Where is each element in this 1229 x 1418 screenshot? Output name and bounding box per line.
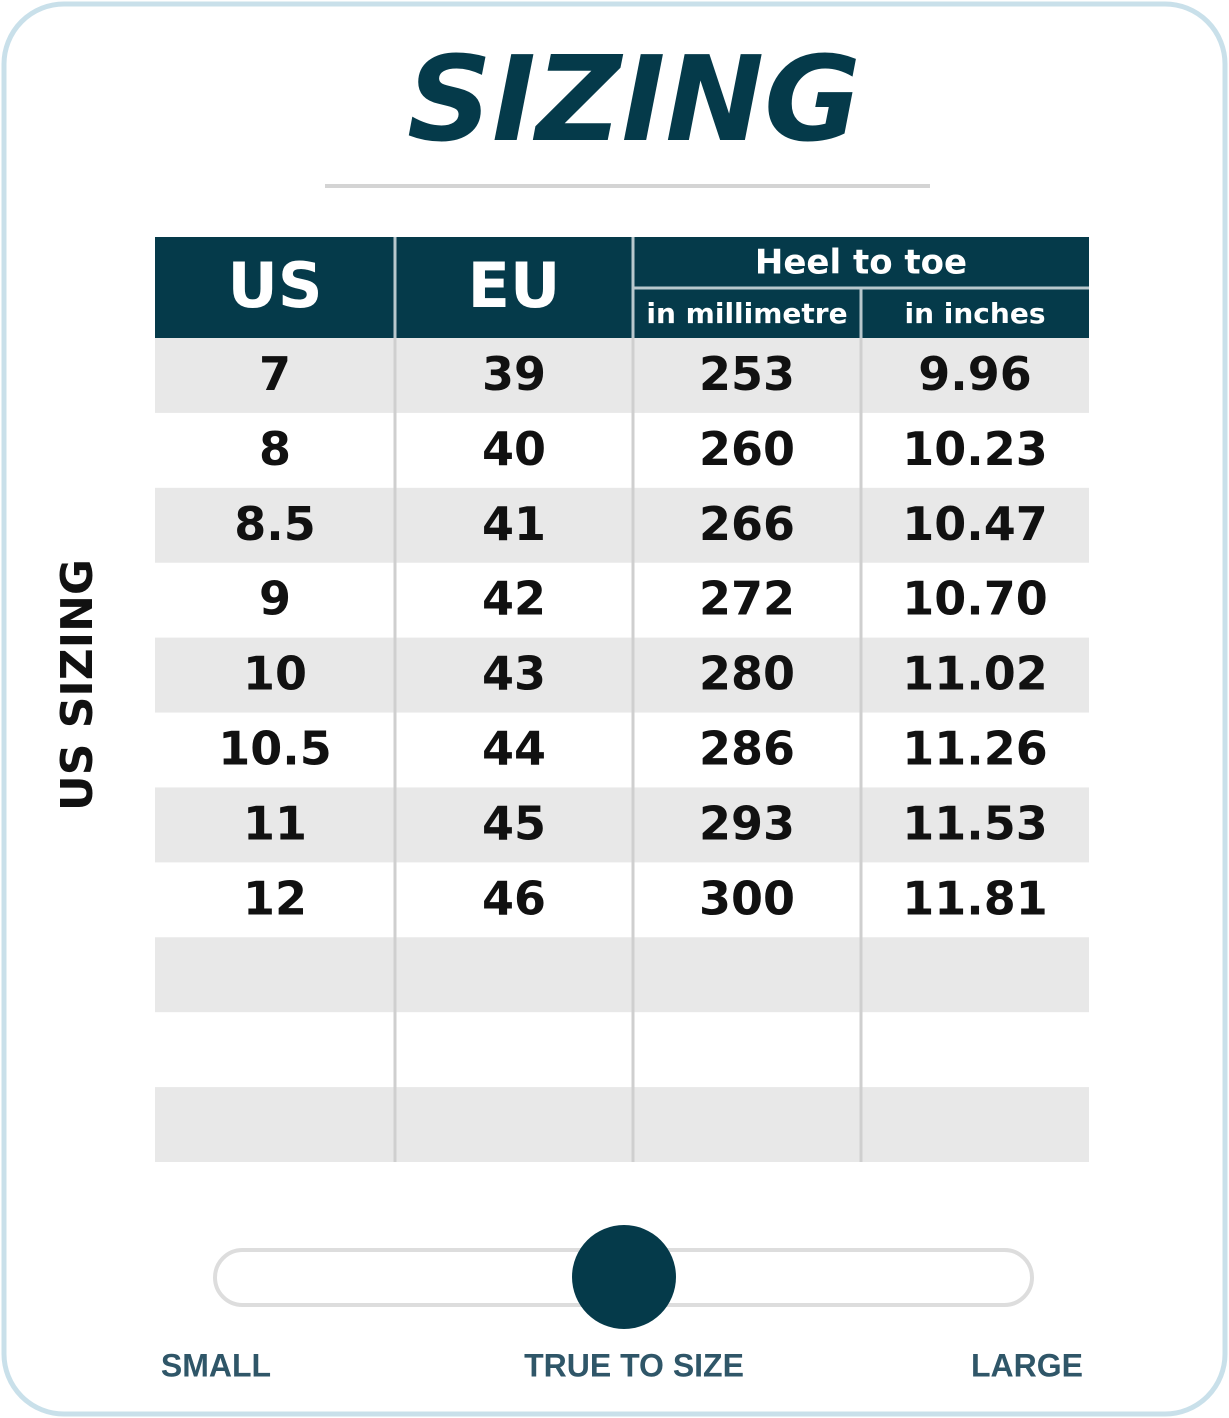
- table-cell: 44: [482, 722, 546, 776]
- table-cell: 8: [259, 422, 291, 476]
- table-cell: 40: [482, 422, 546, 476]
- header-us: US: [228, 249, 323, 322]
- fit-slider-knob: [572, 1225, 676, 1329]
- table-cell: 39: [482, 347, 546, 401]
- row-bands: [155, 338, 1089, 1162]
- table-cell: 10: [243, 647, 307, 701]
- header-eu: EU: [468, 249, 561, 322]
- row-band: [155, 1087, 1089, 1162]
- table-cell: 253: [699, 347, 795, 401]
- table-cell: 41: [482, 497, 546, 551]
- scale-large: LARGE: [971, 1347, 1083, 1383]
- table-cell: 280: [699, 647, 795, 701]
- table-cell: 11.26: [902, 722, 1048, 776]
- table-cell: 7: [259, 347, 291, 401]
- table-cell: 8.5: [234, 497, 316, 551]
- table-cell: 11.81: [902, 871, 1048, 925]
- table-cell: 10.47: [902, 497, 1048, 551]
- header-millimetre: in millimetre: [646, 297, 847, 330]
- scale-true-to-size: TRUE TO SIZE: [524, 1347, 744, 1383]
- title: SIZING: [407, 30, 861, 168]
- row-band: [155, 637, 1089, 713]
- table-cell: 11: [243, 796, 307, 850]
- header-heel-to-toe: Heel to toe: [755, 243, 967, 283]
- table-cell: 293: [699, 796, 795, 850]
- table-cell: 10.5: [218, 722, 332, 776]
- row-band: [155, 937, 1089, 1013]
- table-cell: 10.70: [902, 572, 1048, 626]
- table-cell: 42: [482, 572, 546, 626]
- table-cell: 11.02: [902, 647, 1048, 701]
- table-cell: 300: [699, 871, 795, 925]
- table-cell: 12: [243, 871, 307, 925]
- table-cell: 9: [259, 572, 291, 626]
- table-cell: 11.53: [902, 796, 1048, 850]
- scale-small: SMALL: [161, 1347, 271, 1383]
- table-cell: 9.96: [918, 347, 1032, 401]
- table-cell: 46: [482, 871, 546, 925]
- side-label: US SIZING: [52, 559, 103, 811]
- table-cell: 272: [699, 572, 795, 626]
- size-table: US EU Heel to toe in millimetre in inche…: [155, 237, 1089, 1162]
- header-inches: in inches: [905, 297, 1046, 330]
- table-cell: 266: [699, 497, 795, 551]
- row-band: [155, 787, 1089, 863]
- row-band: [155, 338, 1089, 413]
- table-cell: 45: [482, 796, 546, 850]
- table-cell: 286: [699, 722, 795, 776]
- row-band: [155, 487, 1089, 563]
- table-cell: 10.23: [902, 422, 1048, 476]
- table-cell: 260: [699, 422, 795, 476]
- table-cell: 43: [482, 647, 546, 701]
